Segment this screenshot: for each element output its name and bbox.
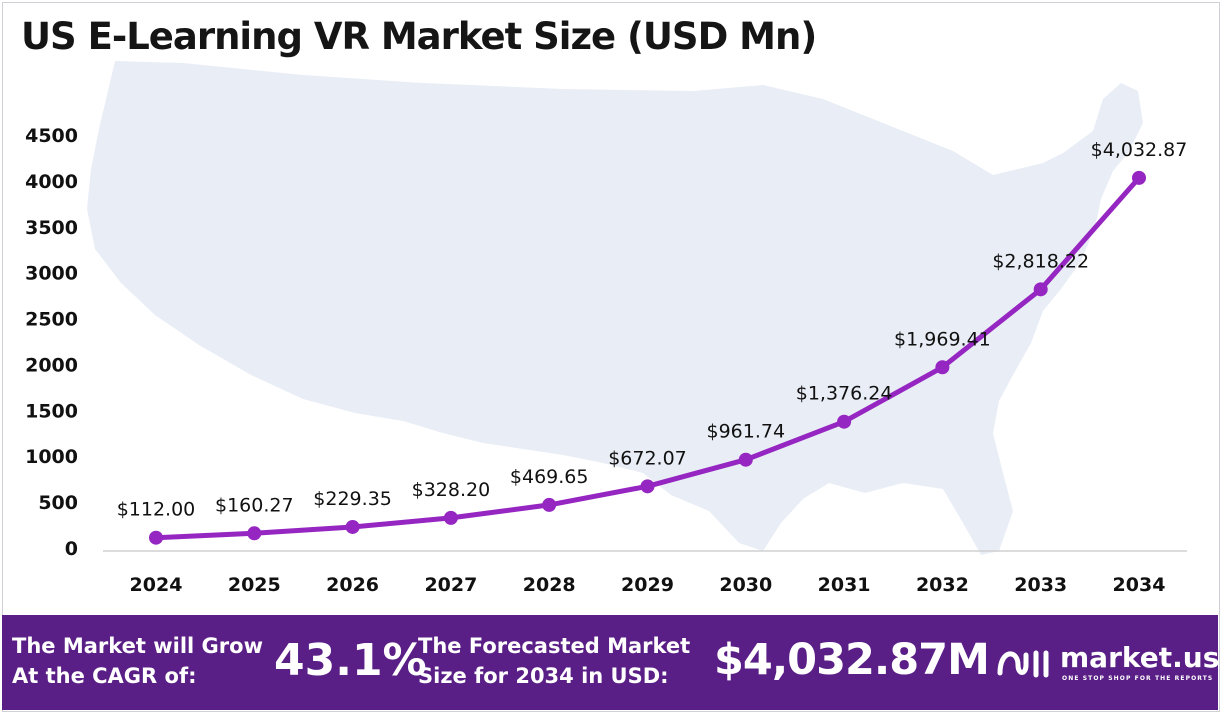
data-point <box>247 526 262 541</box>
data-point <box>640 479 655 494</box>
x-tick-label: 2031 <box>818 574 871 596</box>
x-tick-label: 2029 <box>621 574 674 596</box>
data-points <box>149 170 1146 545</box>
y-tick-label: 2500 <box>25 309 78 331</box>
data-label: $2,818.22 <box>992 250 1089 272</box>
y-tick-label: 0 <box>65 538 78 560</box>
data-point <box>837 414 852 429</box>
data-point <box>149 530 163 545</box>
y-tick-label: 2000 <box>25 354 78 376</box>
y-tick-label: 3000 <box>25 263 78 285</box>
data-label: $1,969.41 <box>894 328 991 350</box>
data-point <box>738 452 753 467</box>
data-label: $160.27 <box>215 494 294 516</box>
forecast-label: The Forecasted Market Size for 2034 in U… <box>418 631 690 691</box>
data-label: $4,032.87 <box>1091 139 1188 161</box>
x-axis: 2024 2025 2026 2027 2028 2029 2030 2031 2032 2033… <box>130 574 1166 596</box>
x-tick-label: 2028 <box>523 574 576 596</box>
x-tick-label: 2026 <box>326 574 379 596</box>
y-tick-label: 3500 <box>25 217 78 239</box>
data-label: $672.07 <box>608 447 687 469</box>
brand-tagline: ONE STOP SHOP FOR THE REPORTS <box>1062 675 1214 682</box>
cagr-label-line1: The Market will Grow <box>12 634 263 658</box>
y-tick-label: 4500 <box>25 125 78 147</box>
data-label: $112.00 <box>117 499 196 521</box>
x-tick-label: 2030 <box>719 574 772 596</box>
data-point <box>443 510 458 525</box>
x-tick-label: 2025 <box>228 574 281 596</box>
cagr-value: 43.1% <box>274 635 427 686</box>
x-tick-label: 2033 <box>1014 574 1067 596</box>
cagr-label-line2: At the CAGR of: <box>12 664 197 688</box>
forecast-value: $4,032.87M <box>714 635 990 685</box>
y-tick-label: 1000 <box>25 446 78 468</box>
forecast-label-line1: The Forecasted Market <box>418 634 691 658</box>
cagr-label: The Market will Grow At the CAGR of: <box>12 631 263 691</box>
y-axis: 0 500 1000 1500 2000 2500 3000 3500 4000 4500 <box>25 125 78 560</box>
data-labels: $112.00 $160.27 $229.35 $328.20 $469.65 $672.… <box>117 139 1188 521</box>
data-label: $469.65 <box>510 466 589 488</box>
data-label: $961.74 <box>707 421 786 443</box>
y-tick-label: 500 <box>38 492 78 514</box>
x-tick-label: 2024 <box>130 574 183 596</box>
data-point <box>542 497 557 512</box>
data-point <box>345 519 360 534</box>
data-point <box>1132 170 1146 185</box>
data-label: $1,376.24 <box>796 383 893 405</box>
forecast-label-line2: Size for 2034 in USD: <box>418 664 669 688</box>
us-map-background <box>87 61 1143 555</box>
x-tick-label: 2027 <box>424 574 477 596</box>
y-tick-label: 4000 <box>25 171 78 193</box>
data-point <box>1033 282 1048 297</box>
brand-name: market.us <box>1060 641 1220 674</box>
y-tick-label: 1500 <box>25 400 78 422</box>
market-us-logo-icon <box>997 650 1049 678</box>
x-tick-label: 2034 <box>1113 574 1166 596</box>
x-tick-label: 2032 <box>916 574 969 596</box>
data-label: $328.20 <box>412 479 491 501</box>
summary-footer: The Market will Grow At the CAGR of: 43.… <box>2 615 1220 710</box>
data-label: $229.35 <box>313 488 392 510</box>
chart-title: US E-Learning VR Market Size (USD Mn) <box>21 15 817 58</box>
data-point <box>935 360 950 375</box>
line-chart: 0 500 1000 1500 2000 2500 3000 3500 4000 4500 202… <box>25 61 1188 596</box>
